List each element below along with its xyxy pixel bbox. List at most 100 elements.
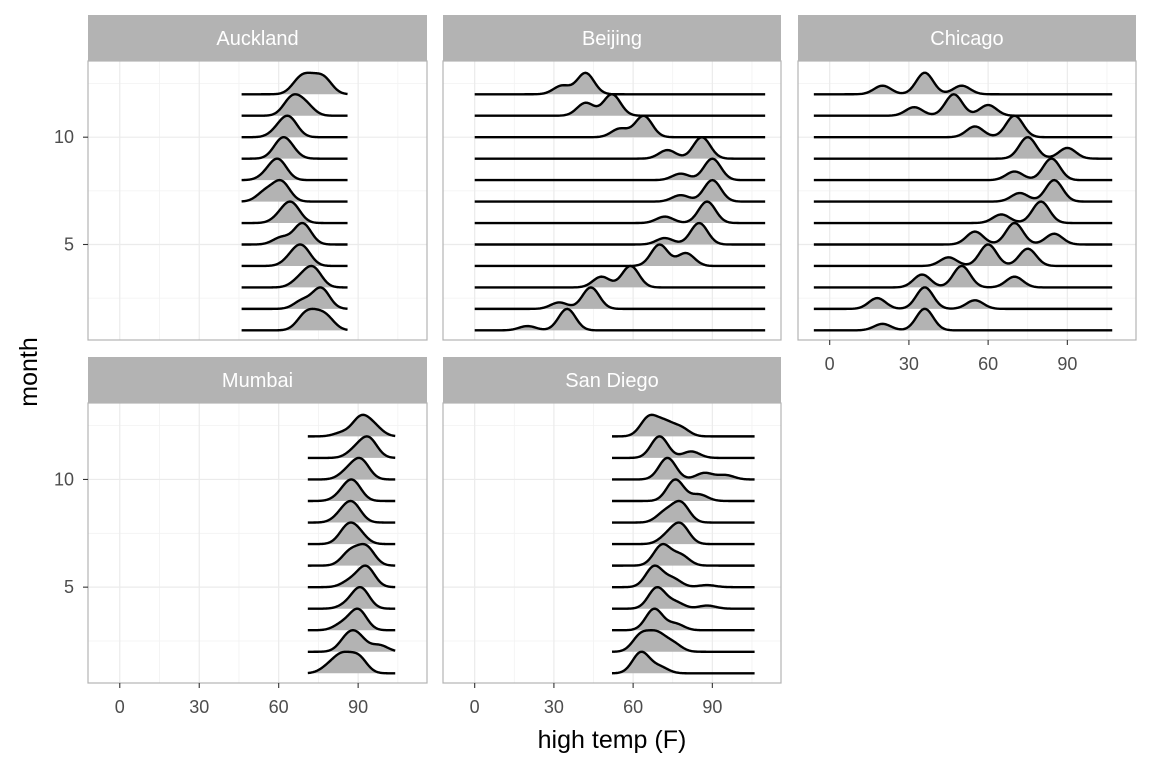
ridge-line-month-12 [813,71,1113,96]
ridge-line-month-11 [611,435,755,460]
facet-strip [443,357,781,403]
ridge-line-month-12 [307,413,396,438]
ridge-line-month-2 [241,286,349,311]
panel-mumbai: Mumbai 5 10 0 30 60 90 [54,357,428,717]
ridge-line-month-3 [241,264,349,289]
y-tick-label: 10 [54,469,74,489]
facet-strip-label: Beijing [582,28,642,50]
ridge-line-month-9 [474,135,766,160]
ridge-area-month-4 [474,244,766,266]
ridge-line-month-6 [474,200,766,225]
ridge-area-month-4 [612,587,755,609]
ridge-area-month-7 [241,180,348,202]
x-tick-label: 60 [623,697,643,717]
panel-border [87,60,428,341]
panel-san-diego: San Diego 0 30 60 90 [442,357,782,717]
ridge-area-month-12 [612,414,755,437]
ridge-line-month-5 [813,221,1113,246]
ridge-area-month-3 [307,608,396,631]
ridge-line-month-4 [307,585,396,610]
ridge-area-month-3 [813,265,1113,288]
facet-strip-label: Mumbai [222,370,293,392]
ridge-line-month-2 [474,286,766,311]
ridge-line-month-6 [307,542,396,567]
ridge-line-month-10 [307,456,396,481]
panel-border [442,60,782,341]
ridge-area-month-9 [813,137,1113,159]
y-axis-title: month [15,337,43,406]
ridge-area-month-2 [241,287,348,309]
panel-chicago: Chicago 0 30 60 90 [797,15,1137,374]
ridge-area-month-3 [241,265,348,288]
ridge-line-month-2 [611,629,755,653]
ridge-line-month-3 [307,607,396,632]
panel-beijing: Beijing [442,15,782,341]
ridge-line-month-4 [474,243,766,268]
ridge-area-month-8 [307,501,396,523]
ridge-line-month-2 [307,629,396,653]
x-tick-label: 30 [899,354,919,374]
ridge-line-month-10 [474,114,766,139]
ridge-line-month-1 [474,307,766,332]
ridge-line-month-3 [611,607,755,632]
ridge-line-month-8 [611,499,755,524]
facet-strip-label: Chicago [930,28,1003,50]
ridge-area-month-7 [612,522,755,545]
x-tick-label: 90 [702,697,722,717]
x-tick-label: 60 [269,697,289,717]
ridge-line-month-2 [813,286,1113,311]
ridge-line-month-8 [813,157,1113,182]
x-axis-title: high temp (F) [538,726,687,754]
ridge-area-month-7 [813,180,1113,202]
ridge-area-month-6 [307,544,396,566]
ridge-line-month-5 [474,221,766,246]
panel-border [442,402,782,684]
facet-strip [88,357,427,403]
ridge-area-month-2 [612,630,755,652]
panel-auckland: Auckland 5 10 [54,15,428,341]
panel-border [797,60,1137,341]
ridge-area-month-4 [241,244,348,266]
ridge-line-month-12 [241,71,349,96]
facet-strip-label: San Diego [565,370,658,392]
facet-strip-label: Auckland [216,28,298,50]
x-tick-label: 0 [470,697,480,717]
ridge-area-month-7 [474,180,766,202]
ridge-line-month-1 [241,307,349,332]
ridge-line-month-10 [813,114,1113,139]
ridge-line-month-3 [474,264,766,289]
ridge-area-month-1 [307,651,396,674]
ridge-area-month-5 [612,565,755,588]
ridge-line-month-9 [813,135,1113,160]
ridge-line-month-5 [307,564,396,589]
ridge-area-month-12 [241,72,348,95]
ridge-line-month-7 [241,178,349,203]
facet-strip [798,15,1136,61]
ridge-area-month-2 [307,630,396,652]
ridge-area-month-10 [474,115,766,138]
ridge-line-month-10 [611,456,755,481]
ridge-area-month-9 [612,479,755,501]
panel-border [87,402,428,684]
ridge-line-month-5 [241,221,349,246]
ridge-area-month-8 [612,501,755,523]
y-tick-label: 5 [64,234,74,254]
ridge-line-month-11 [241,93,349,117]
ridge-area-month-9 [474,137,766,159]
ridge-area-month-11 [612,436,755,458]
ridge-area-month-6 [813,201,1113,224]
ridge-line-month-5 [611,564,755,589]
ridge-area-month-4 [813,244,1113,266]
ridge-line-month-4 [813,243,1113,268]
ridge-area-month-7 [307,522,396,545]
ridge-area-month-6 [474,201,766,224]
ridge-line-month-9 [611,478,755,503]
x-tick-label: 30 [189,697,209,717]
facet-strip [443,15,781,61]
ridge-area-month-11 [474,94,766,116]
ridge-area-month-10 [241,115,348,138]
x-tick-label: 90 [348,697,368,717]
ridge-line-month-1 [813,307,1113,332]
ridge-line-month-6 [241,200,349,225]
ridge-area-month-11 [241,94,348,116]
